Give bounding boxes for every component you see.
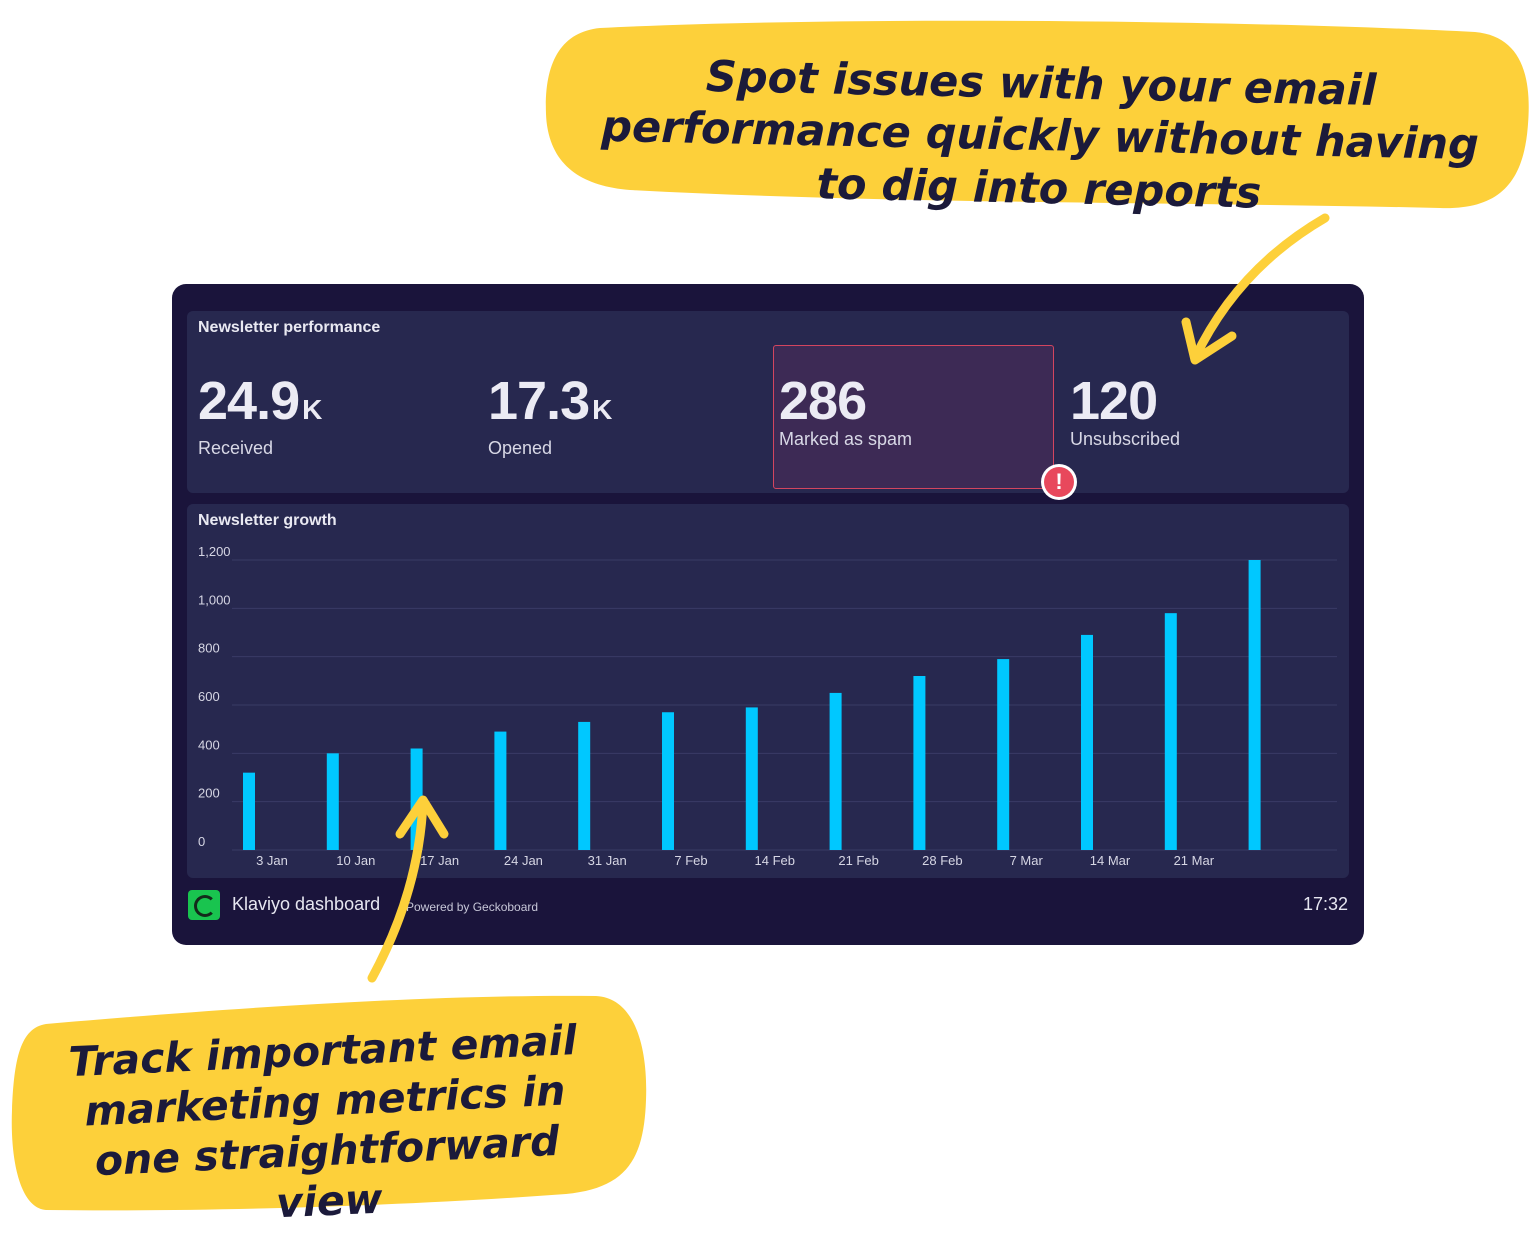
callout-top-text: Spot issues with your email performance …	[600, 51, 1480, 219]
y-tick-label: 0	[198, 834, 205, 849]
spam-alert-highlight	[773, 345, 1054, 489]
metric-opened-label: Opened	[488, 438, 553, 458]
bar	[578, 721, 591, 850]
dashboard: Newsletter performance 24.9 K Received 17…	[172, 284, 1364, 945]
y-tick-label: 600	[198, 689, 220, 704]
metric-received: 24.9 K Received	[198, 373, 468, 459]
callout-bottom-text: Track important email marketing metrics …	[67, 1016, 578, 1228]
x-tick-label: 7 Feb	[674, 853, 707, 868]
y-tick-label: 200	[198, 786, 220, 801]
y-tick-label: 1,000	[198, 592, 231, 607]
metric-received-unit: K	[302, 394, 323, 425]
callout-bottom: Track important email marketing metrics …	[6, 990, 650, 1227]
metric-spam-label: Marked as spam	[779, 429, 913, 449]
bar	[243, 772, 255, 850]
x-tick-label: 21 Feb	[838, 853, 878, 868]
bar	[997, 659, 1010, 850]
clock-time: 17:32	[1302, 894, 1348, 914]
newsletter-performance-panel: Newsletter performance 24.9 K Received 17…	[187, 311, 1349, 500]
powered-by-text: Powered by Geckoboard	[406, 900, 539, 914]
x-tick-label: 21 Mar	[1174, 853, 1215, 868]
bar	[494, 731, 507, 850]
bar	[1248, 560, 1261, 850]
newsletter-growth-panel: Newsletter growth 0 200 400 600 800 1,000 1,20…	[187, 504, 1349, 878]
metric-opened: 17.3 K Opened	[488, 373, 758, 459]
bar	[662, 712, 674, 850]
bar	[410, 748, 423, 850]
y-tick-label: 800	[198, 641, 220, 656]
dashboard-name: Klaviyo dashboard	[232, 894, 381, 914]
alert-icon: !	[1041, 464, 1077, 500]
x-tick-label: 28 Feb	[922, 853, 962, 868]
growth-title: Newsletter growth	[198, 512, 337, 529]
callout-top-shape	[545, 20, 1529, 209]
callout-top: Spot issues with your email performance …	[540, 14, 1532, 219]
x-tick-label: 17 Jan	[420, 853, 459, 868]
bar	[1081, 634, 1093, 850]
callout-bottom-shape	[11, 995, 647, 1211]
bar	[1164, 613, 1177, 850]
bar	[326, 753, 339, 850]
x-tick-label: 10 Jan	[336, 853, 375, 868]
x-tick-label: 7 Mar	[1010, 853, 1044, 868]
x-tick-label: 14 Mar	[1090, 853, 1131, 868]
metric-spam: 286 Marked as spam	[779, 373, 1049, 450]
x-tick-label: 31 Jan	[588, 853, 627, 868]
metric-unsubscribed-value: 120	[1070, 371, 1158, 431]
metric-opened-unit: K	[592, 394, 613, 425]
x-tick-label: 3 Jan	[256, 853, 288, 868]
performance-title: Newsletter performance	[198, 319, 381, 336]
y-tick-label: 1,200	[198, 544, 231, 559]
bar	[829, 692, 842, 850]
metric-opened-value: 17.3 K	[488, 371, 613, 431]
metric-unsubscribed-label: Unsubscribed	[1070, 429, 1181, 449]
growth-bar-chart: 0 200 400 600 800 1,000 1,200 3 Jan 10 Jan 17 Jan…	[198, 544, 1337, 868]
alert-icon-symbol: !	[1044, 467, 1074, 497]
y-tick-label: 400	[198, 737, 220, 752]
klaviyo-logo-icon	[188, 890, 220, 920]
bar	[913, 676, 926, 850]
metric-received-label: Received	[198, 438, 274, 458]
metric-received-value: 24.9 K	[198, 371, 323, 431]
x-tick-label: 14 Feb	[755, 853, 795, 868]
bar	[745, 707, 758, 850]
metric-spam-value: 286	[779, 371, 867, 431]
metric-unsubscribed: 120 Unsubscribed	[1070, 373, 1340, 450]
x-tick-label: 24 Jan	[504, 853, 543, 868]
